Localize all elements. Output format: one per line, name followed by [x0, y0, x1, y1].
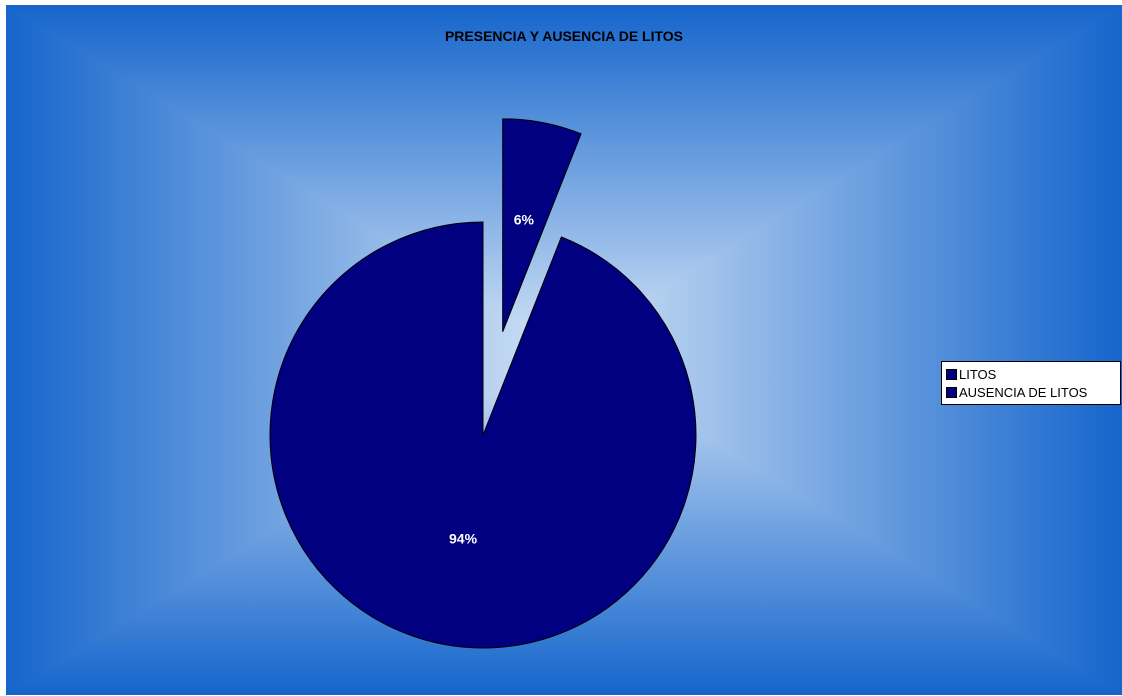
- data-label-litos: 6%: [514, 212, 535, 228]
- bg-segment-right: [563, 5, 1122, 695]
- chart-title: PRESENCIA Y AUSENCIA DE LITOS: [444, 28, 684, 44]
- legend-item-litos: LITOS: [946, 365, 1120, 383]
- legend-label-ausencia: AUSENCIA DE LITOS: [959, 384, 1088, 400]
- chart-area: PRESENCIA Y AUSENCIA DE LITOS 6% 94% LITO…: [6, 5, 1122, 695]
- legend-label-litos: LITOS: [959, 366, 997, 382]
- bg-segment-left: [6, 5, 565, 695]
- pie-slice-litos: [502, 118, 582, 333]
- data-label-ausencia-de-litos: 94%: [449, 530, 478, 546]
- legend-swatch-ausencia: [946, 386, 957, 398]
- legend-item-ausencia: AUSENCIA DE LITOS: [946, 383, 1120, 401]
- legend-swatch-litos: [946, 368, 957, 380]
- pie-slice-ausencia-de-litos: [269, 221, 697, 649]
- pie-chart: 6% 94%: [269, 118, 697, 649]
- legend: LITOS AUSENCIA DE LITOS: [941, 361, 1121, 405]
